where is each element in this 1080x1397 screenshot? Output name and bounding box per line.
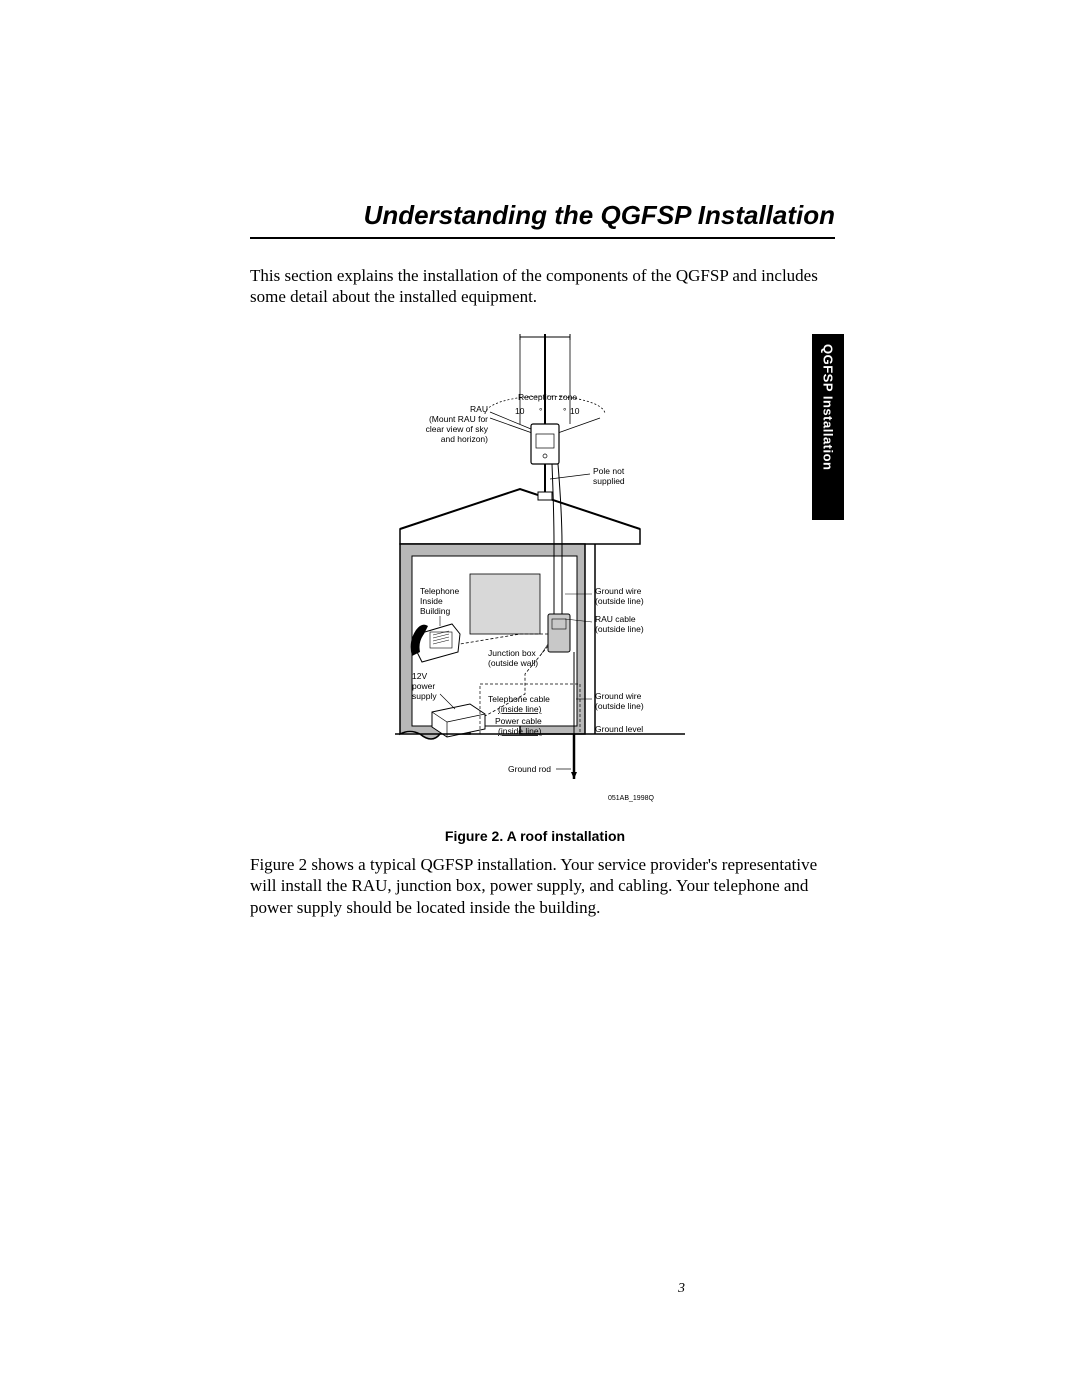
section-title: Understanding the QGFSP Installation xyxy=(250,200,835,239)
label-pwr-cable-1: Power cable xyxy=(495,716,542,726)
degree-icon: ° xyxy=(563,406,566,416)
label-rau-3: clear view of sky xyxy=(426,424,489,434)
degree-icon: ° xyxy=(539,406,542,416)
page-number: 3 xyxy=(678,1281,685,1297)
body-paragraph: Figure 2 shows a typical QGFSP installat… xyxy=(250,854,830,918)
label-telephone-2: Inside xyxy=(420,596,443,606)
label-pole-2: supplied xyxy=(593,476,625,486)
label-telephone-1: Telephone xyxy=(420,586,460,596)
label-12v-3: supply xyxy=(412,691,437,701)
label-gnd-wire-2b: (outside line) xyxy=(595,701,644,711)
label-12v-2: power xyxy=(412,681,435,691)
label-tel-cable-1: Telephone cable xyxy=(488,694,550,704)
page: Understanding the QGFSP Installation Thi… xyxy=(0,0,1080,1397)
label-rau-4: and horizon) xyxy=(441,434,488,444)
side-tab: QGFSP Installation xyxy=(812,334,844,520)
label-rau: RAU xyxy=(470,404,488,414)
label-ground-level: Ground level xyxy=(595,724,643,734)
label-pole-1: Pole not xyxy=(593,466,625,476)
figure-ref-code: 051AB_1998Q xyxy=(608,795,654,802)
label-gnd-wire-2a: Ground wire xyxy=(595,691,642,701)
label-angle-right: 10 xyxy=(570,406,580,416)
label-reception-zone: Reception zone xyxy=(518,392,577,402)
label-rau-2: (Mount RAU for xyxy=(429,414,488,424)
label-rau-cable-1: RAU cable xyxy=(595,614,636,624)
label-tel-cable-2: (inside line) xyxy=(498,704,542,714)
label-gnd-wire-1a: Ground wire xyxy=(595,586,642,596)
figure-caption: Figure 2. A roof installation xyxy=(250,828,820,844)
label-rau-cable-2: (outside line) xyxy=(595,624,644,634)
label-ground-rod: Ground rod xyxy=(508,764,551,774)
label-gnd-wire-1b: (outside line) xyxy=(595,596,644,606)
label-telephone-3: Building xyxy=(420,606,451,616)
figure-diagram: Reception zone 10 10 ° ° RAU (Mount RAU … xyxy=(340,334,740,809)
intro-paragraph: This section explains the installation o… xyxy=(250,265,820,308)
label-junction-1: Junction box xyxy=(488,648,536,658)
label-12v-1: 12V xyxy=(412,671,427,681)
